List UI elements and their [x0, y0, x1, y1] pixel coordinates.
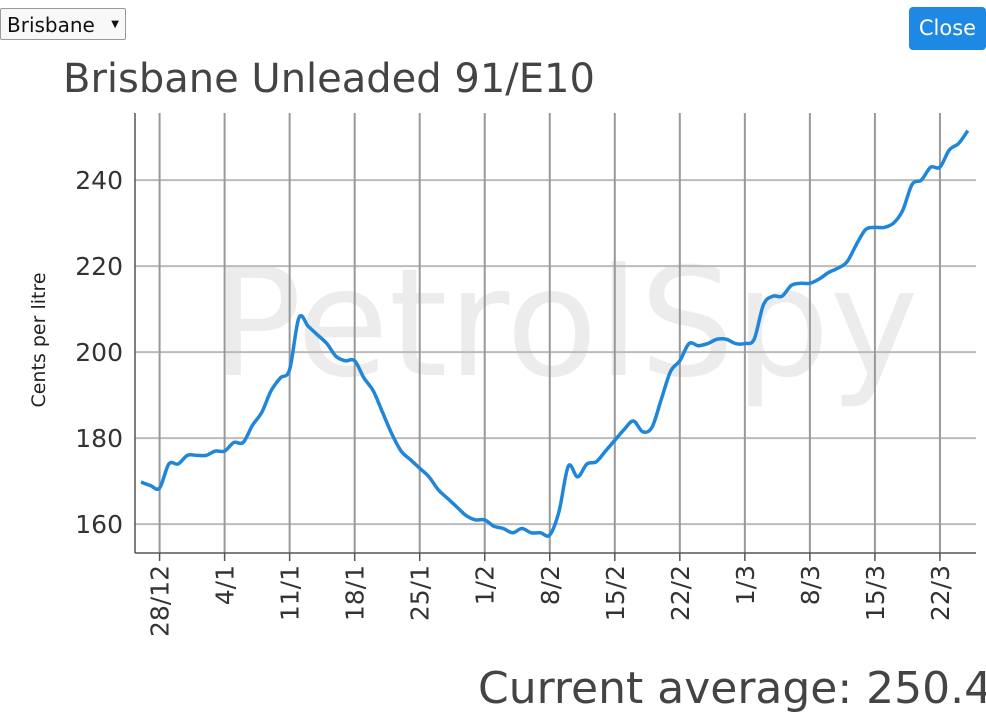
x-tick-label: 15/2 [601, 565, 630, 621]
price-line [140, 129, 970, 538]
x-tick-label: 11/1 [276, 565, 305, 621]
x-tick-label: 22/2 [666, 565, 695, 621]
city-dropdown[interactable]: Brisbane ▼ [0, 8, 126, 40]
y-axis-label: Cents per litre [28, 272, 50, 407]
x-tick-label: 8/3 [796, 565, 825, 605]
x-tick-label: 18/1 [341, 565, 370, 621]
dropdown-caret: ▼ [111, 19, 119, 30]
x-tick-label: 22/3 [926, 565, 955, 621]
y-tick-label: 240 [75, 166, 123, 195]
x-tick-label: 28/12 [146, 565, 175, 637]
x-tick-label: 8/2 [536, 565, 565, 605]
y-tick-label: 220 [75, 252, 123, 281]
x-tick-label: 15/3 [861, 565, 890, 621]
watermark: PetrolSpy [211, 237, 918, 411]
current-average: Current average: 250.4 [478, 663, 986, 714]
x-tick-label: 25/1 [406, 565, 435, 621]
close-button[interactable]: Close [909, 7, 986, 50]
dropdown-value: Brisbane [7, 13, 95, 37]
y-tick-label: 200 [75, 338, 123, 367]
x-tick-label: 1/2 [471, 565, 500, 605]
x-tick-label: 4/1 [211, 565, 240, 605]
x-tick-label: 1/3 [731, 565, 760, 605]
y-tick-label: 180 [75, 424, 123, 453]
chart-title: Brisbane Unleaded 91/E10 [63, 56, 595, 102]
y-tick-label: 160 [75, 510, 123, 539]
